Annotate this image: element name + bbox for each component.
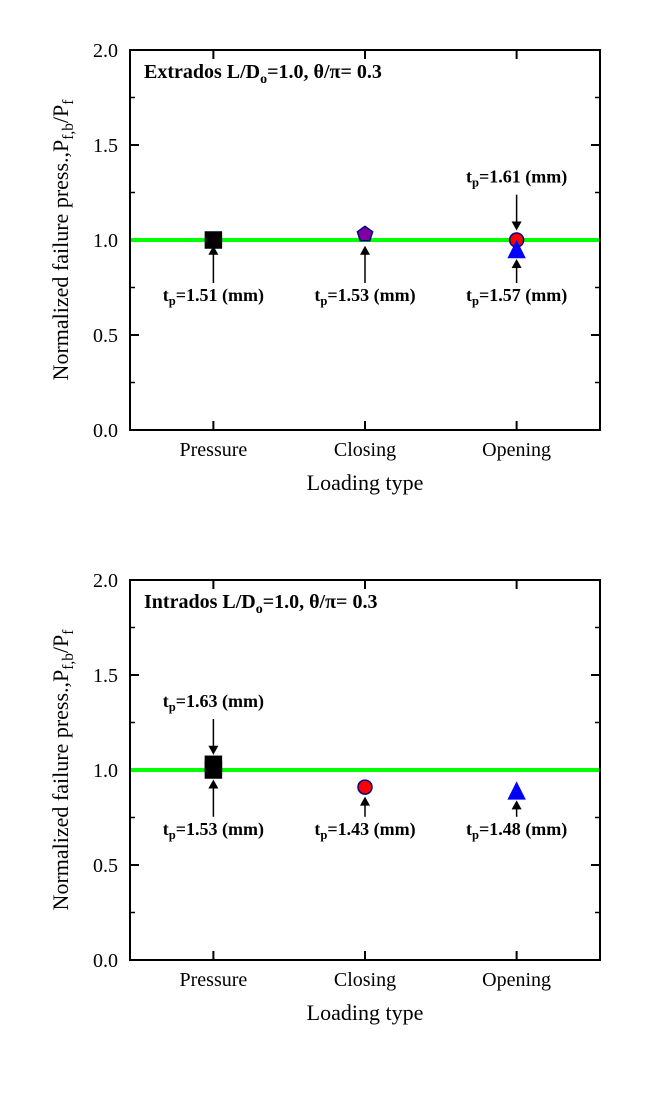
x-axis-label: Loading type [307, 1000, 424, 1025]
ytick-label: 0.0 [93, 950, 118, 972]
data-point [205, 232, 221, 248]
y-axis-label: Normalized failure press.,Pf,b/Pf [48, 99, 77, 381]
ytick-label: 0.5 [93, 855, 118, 877]
annotation-label: tp=1.53 (mm) [314, 285, 415, 308]
annotation-label: tp=1.53 (mm) [163, 819, 264, 842]
chart-0: 0.0 0.5 1.0 1.5 2.0 Pressure Closing Opening tp=… [20, 20, 640, 510]
charts-root: 0.0 0.5 1.0 1.5 2.0 Pressure Closing Opening tp=… [20, 20, 648, 1040]
chart-wrap-1: 0.0 0.5 1.0 1.5 2.0 Pressure Closing Opening tp=… [20, 550, 648, 1040]
data-point [205, 756, 221, 772]
annotation-label: tp=1.57 (mm) [466, 285, 567, 308]
chart-1: 0.0 0.5 1.0 1.5 2.0 Pressure Closing Opening tp=… [20, 550, 640, 1040]
annotation-label: tp=1.51 (mm) [163, 285, 264, 308]
annotation-label: tp=1.48 (mm) [466, 819, 567, 842]
ytick-label: 2.0 [93, 40, 118, 62]
annotation-label: tp=1.43 (mm) [314, 819, 415, 842]
ytick-label: 2.0 [93, 570, 118, 592]
xtick-label: Closing [334, 969, 396, 991]
xtick-label: Opening [482, 969, 551, 991]
ytick-label: 1.5 [93, 135, 118, 157]
annotation-label: tp=1.61 (mm) [466, 167, 567, 190]
ytick-label: 1.5 [93, 665, 118, 687]
xtick-label: Pressure [180, 969, 248, 991]
y-axis-label: Normalized failure press.,Pf,b/Pf [48, 629, 77, 911]
chart-wrap-0: 0.0 0.5 1.0 1.5 2.0 Pressure Closing Opening tp=… [20, 20, 648, 510]
ytick-label: 1.0 [93, 760, 118, 782]
annotation-label: tp=1.63 (mm) [163, 691, 264, 714]
xtick-label: Opening [482, 439, 551, 461]
xtick-label: Pressure [180, 439, 248, 461]
xtick-label: Closing [334, 439, 396, 461]
ytick-label: 0.5 [93, 325, 118, 347]
x-axis-label: Loading type [307, 470, 424, 495]
ytick-label: 0.0 [93, 420, 118, 442]
data-point [358, 780, 372, 794]
ytick-label: 1.0 [93, 230, 118, 252]
